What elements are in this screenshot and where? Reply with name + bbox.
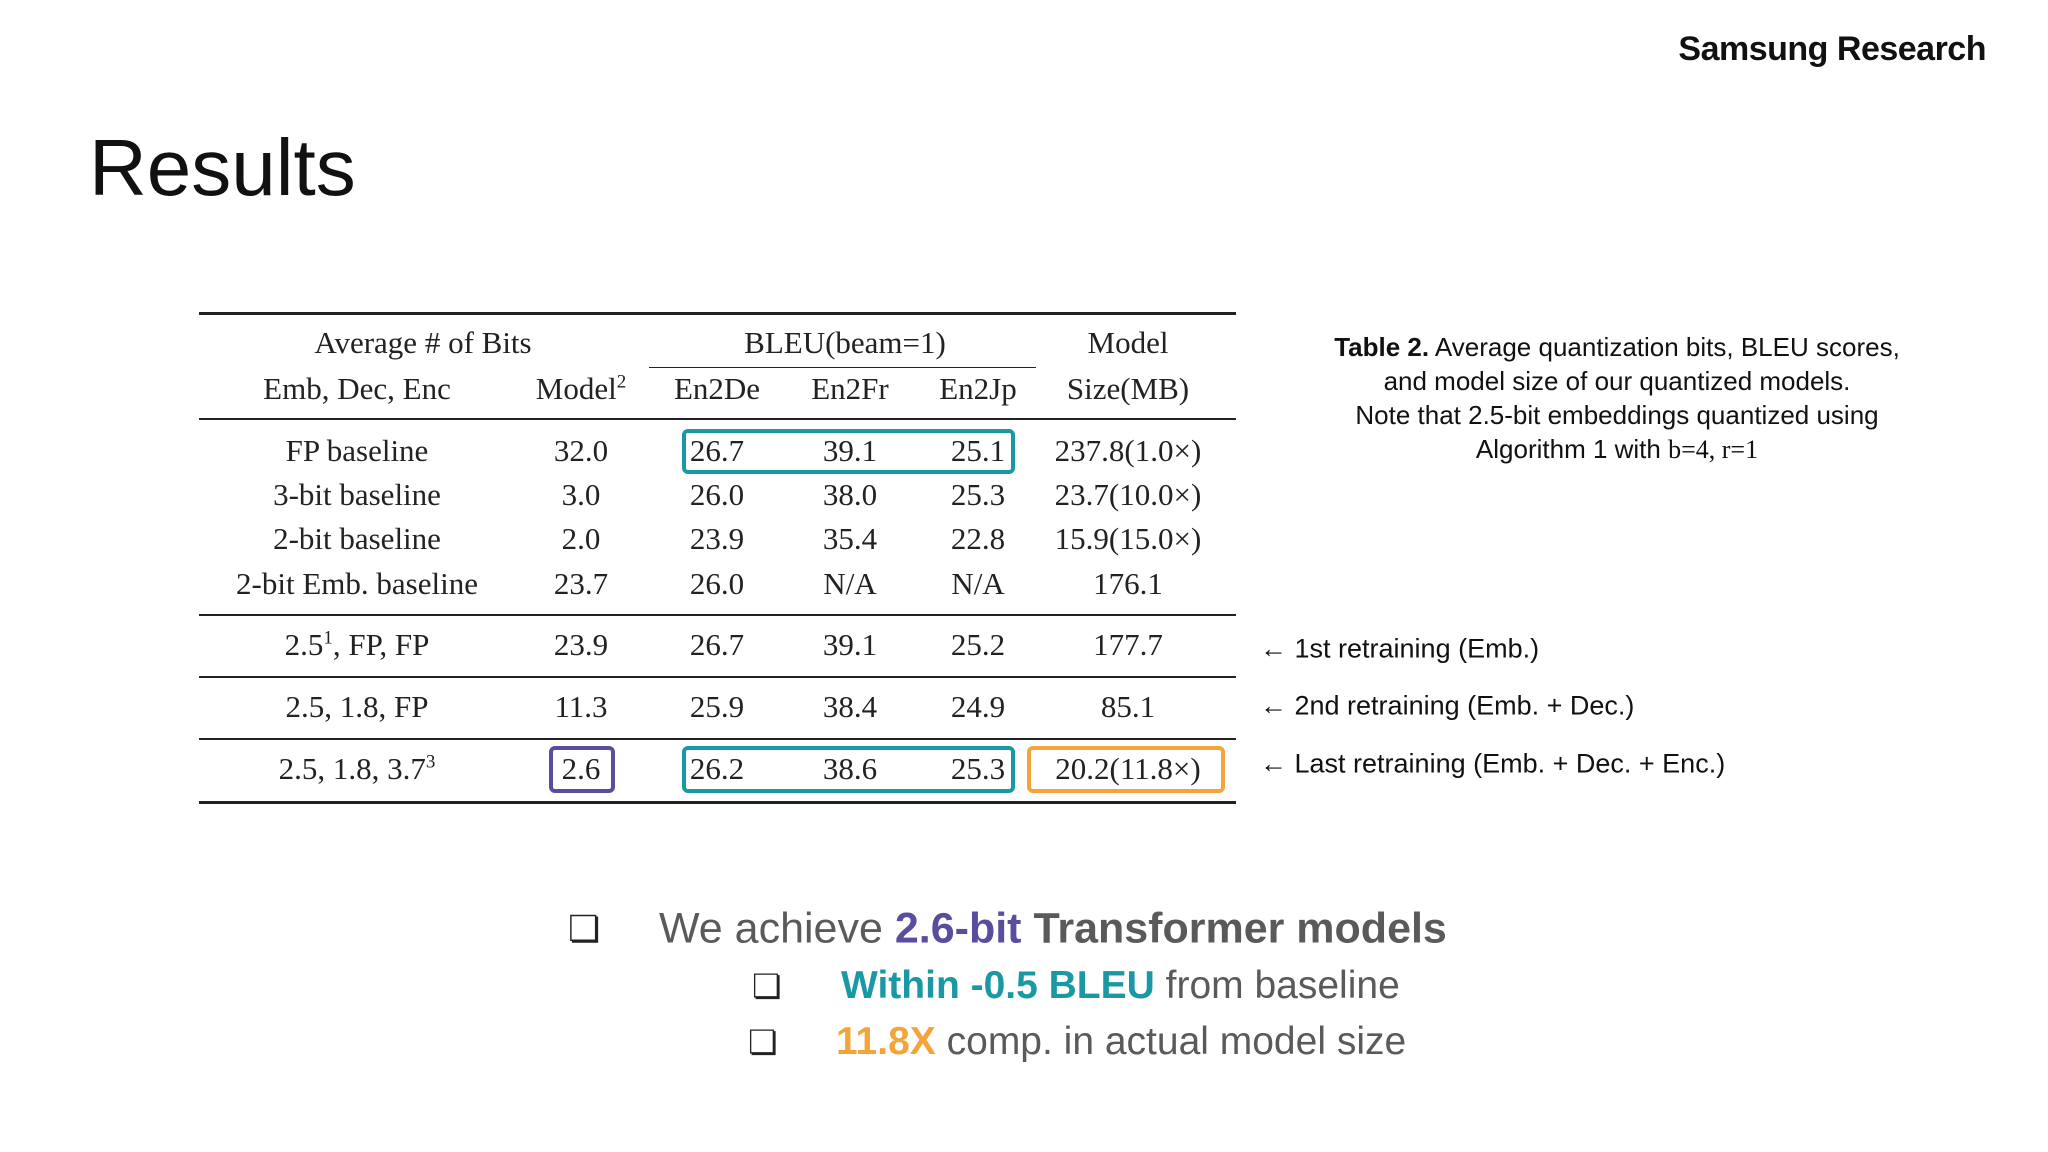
- table-cell: 25.9: [689, 689, 745, 724]
- table-rule: [199, 312, 1236, 315]
- table-cell: 24.9: [950, 689, 1006, 724]
- caption-line: and model size of our quantized models.: [1383, 366, 1851, 396]
- table-cell: 25.2: [950, 627, 1006, 662]
- column-header: Model2: [536, 371, 626, 407]
- column-header: En2De: [673, 371, 761, 406]
- table-rule: [199, 801, 1236, 804]
- bullet-text: from baseline: [1165, 964, 1400, 1007]
- table-cell: 39.1: [822, 433, 878, 468]
- table-cell: 2-bit Emb. baseline: [236, 566, 478, 601]
- table-cell: 2.6: [561, 751, 601, 786]
- table-cell: 20.2(11.8×): [1055, 751, 1201, 786]
- cell-text: 2.5, 1.8, 3.7: [278, 751, 426, 786]
- caption-line: Table 2. Average quantization bits, BLEU…: [1334, 332, 1900, 363]
- annotation: ← Last retraining (Emb. + Dec. + Enc.): [1260, 748, 1726, 779]
- caption-math: b=4, r=1: [1668, 435, 1759, 464]
- table-cell: 23.7(10.0×): [1054, 477, 1202, 512]
- column-header: Emb, Dec, Enc: [263, 371, 451, 406]
- table-cell: 2.5, 1.8, FP: [285, 689, 429, 724]
- table-rule: [649, 367, 1036, 368]
- cell-text: , FP, FP: [332, 627, 430, 662]
- bullet-highlight: 11.8X: [836, 1020, 936, 1063]
- bullet: We achieve 2.6-bit Transformer models: [659, 905, 1447, 954]
- table-cell: 35.4: [822, 521, 878, 556]
- bullet-highlight: 2.6-bit: [894, 904, 1022, 953]
- caption-line: Algorithm 1 with b=4, r=1: [1476, 434, 1758, 465]
- table-cell: N/A: [951, 566, 1005, 601]
- bullet: Within -0.5 BLEU from baseline: [841, 964, 1400, 1008]
- table-cell: 22.8: [950, 521, 1006, 556]
- table-cell: 2-bit baseline: [273, 521, 441, 556]
- table-cell: 2.0: [561, 521, 601, 556]
- caption-label: Table 2.: [1334, 332, 1430, 362]
- bullet-text: Transformer models: [1033, 904, 1447, 953]
- superscript: 1: [323, 627, 333, 649]
- table-cell: N/A: [823, 566, 877, 601]
- table-cell: 26.7: [689, 627, 745, 662]
- table-cell: 85.1: [1100, 689, 1156, 724]
- table-cell: 25.1: [950, 433, 1006, 468]
- column-group-header: Average # of Bits: [314, 325, 532, 360]
- annotation: ← 2nd retraining (Emb. + Dec.): [1260, 690, 1635, 721]
- table-cell: 38.6: [822, 751, 878, 786]
- table-cell: 39.1: [822, 627, 878, 662]
- bullet-icon: ❏: [568, 908, 601, 949]
- table-cell: 176.1: [1093, 566, 1163, 601]
- table-cell: 26.0: [689, 566, 745, 601]
- table-cell: 32.0: [553, 433, 609, 468]
- annotation: ← 1st retraining (Emb.): [1260, 633, 1540, 664]
- table-cell: 26.7: [689, 433, 745, 468]
- table-cell: 3-bit baseline: [273, 477, 441, 512]
- highlight-box: [682, 746, 1015, 793]
- table-cell: 23.9: [553, 627, 609, 662]
- table-cell: 26.0: [689, 477, 745, 512]
- table-cell: 23.7: [553, 566, 609, 601]
- cell-text: Model: [535, 371, 617, 406]
- superscript: 2: [616, 371, 627, 393]
- bullet-text: comp. in actual model size: [946, 1020, 1407, 1063]
- table-cell: FP baseline: [285, 433, 429, 468]
- column-group-header: BLEU(beam=1): [744, 325, 946, 360]
- caption-text: Algorithm 1 with: [1475, 434, 1661, 464]
- caption-line: Note that 2.5-bit embeddings quantized u…: [1355, 400, 1879, 430]
- table-cell: 38.0: [822, 477, 878, 512]
- table-cell: 25.3: [950, 477, 1006, 512]
- table-cell: 237.8(1.0×): [1054, 433, 1202, 468]
- table-cell: 38.4: [822, 689, 878, 724]
- highlight-box: [549, 746, 615, 793]
- table-cell: 23.9: [689, 521, 745, 556]
- table-rule: [199, 676, 1236, 678]
- column-header: Size(MB): [1066, 371, 1190, 406]
- cell-text: 2.5: [284, 627, 324, 662]
- table-cell: 2.51, FP, FP: [285, 627, 430, 663]
- bullet: 11.8X comp. in actual model size: [836, 1020, 1406, 1064]
- bullet-icon: ❏: [748, 1023, 778, 1061]
- table-cell: 11.3: [554, 689, 608, 724]
- table-cell: 177.7: [1093, 627, 1163, 662]
- table-rule: [199, 614, 1236, 616]
- column-group-header: Model: [1087, 325, 1169, 360]
- bullet-icon: ❏: [752, 967, 782, 1005]
- table-cell: 25.3: [950, 751, 1006, 786]
- table-cell: 2.5, 1.8, 3.73: [279, 751, 436, 787]
- table-rule: [199, 418, 1236, 420]
- brand: Samsung Research: [1678, 30, 1986, 68]
- caption-text: Average quantization bits, BLEU scores,: [1434, 332, 1900, 362]
- slide-title: Results: [89, 123, 356, 212]
- highlight-box: [682, 429, 1015, 474]
- bullet-text: We achieve: [659, 904, 883, 953]
- table-cell: 15.9(15.0×): [1054, 521, 1202, 556]
- superscript: 3: [425, 751, 436, 773]
- highlight-box: [1027, 746, 1225, 793]
- table-cell: 26.2: [689, 751, 745, 786]
- column-header: En2Fr: [811, 371, 889, 406]
- table-rule: [199, 738, 1236, 740]
- bullet-highlight: Within -0.5 BLEU: [841, 964, 1155, 1007]
- table-cell: 3.0: [561, 477, 601, 512]
- column-header: En2Jp: [939, 371, 1017, 406]
